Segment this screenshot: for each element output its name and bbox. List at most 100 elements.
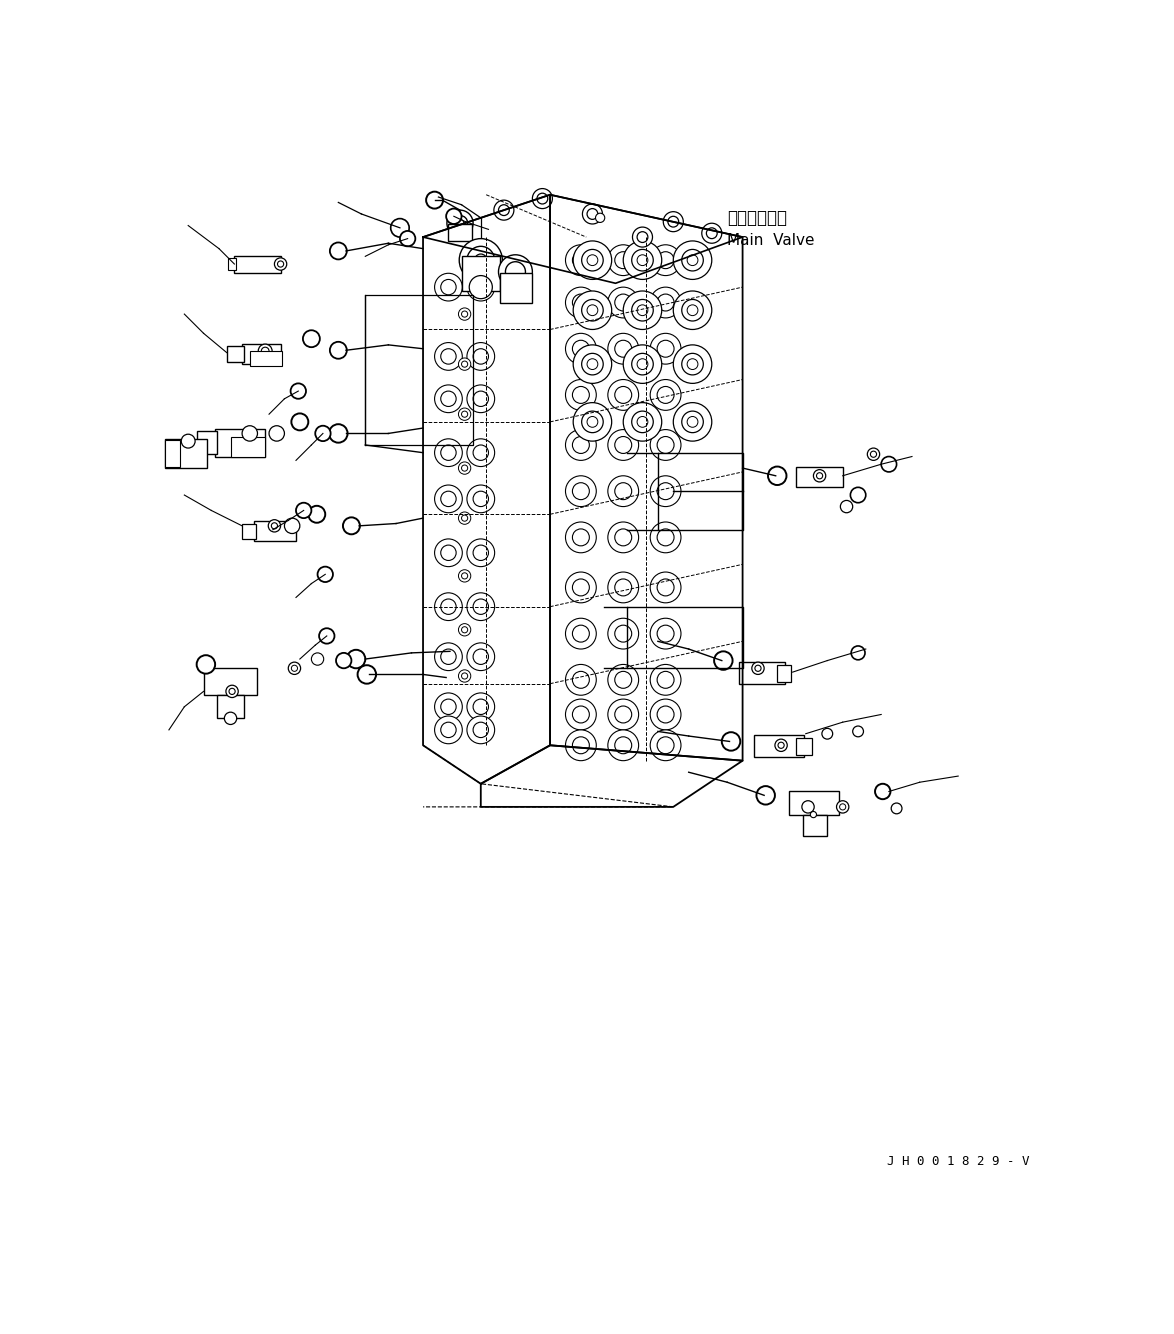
Circle shape (499, 204, 510, 216)
Circle shape (816, 472, 823, 479)
Circle shape (452, 216, 467, 231)
Circle shape (687, 255, 697, 265)
Circle shape (446, 208, 461, 224)
Bar (777, 666, 791, 682)
Circle shape (573, 387, 589, 403)
Circle shape (473, 279, 488, 295)
Circle shape (566, 476, 596, 507)
Circle shape (608, 476, 639, 507)
Circle shape (224, 712, 237, 724)
Circle shape (657, 293, 674, 311)
Circle shape (573, 340, 589, 358)
Circle shape (682, 299, 703, 321)
Circle shape (581, 411, 603, 432)
Circle shape (775, 739, 788, 751)
Circle shape (608, 618, 639, 650)
Circle shape (181, 434, 195, 448)
Circle shape (473, 391, 488, 407)
Circle shape (447, 211, 473, 236)
Bar (166, 440, 181, 467)
Circle shape (615, 579, 632, 596)
Circle shape (440, 279, 457, 295)
Circle shape (637, 359, 648, 370)
Circle shape (722, 732, 741, 751)
Circle shape (269, 520, 281, 532)
Circle shape (573, 403, 612, 442)
Circle shape (573, 346, 612, 383)
Circle shape (595, 213, 605, 223)
Circle shape (663, 212, 683, 232)
Circle shape (608, 664, 639, 695)
Circle shape (461, 627, 467, 632)
Circle shape (573, 293, 589, 311)
Bar (197, 431, 217, 454)
Circle shape (632, 249, 653, 271)
Circle shape (608, 522, 639, 552)
Circle shape (440, 546, 457, 560)
Circle shape (637, 305, 648, 316)
Circle shape (473, 491, 488, 507)
Bar (242, 344, 281, 364)
Circle shape (632, 354, 653, 375)
Circle shape (637, 416, 648, 427)
Circle shape (587, 255, 598, 265)
Circle shape (615, 528, 632, 546)
Circle shape (459, 462, 471, 475)
Bar (754, 735, 804, 756)
Circle shape (473, 722, 488, 738)
Circle shape (623, 403, 662, 442)
Circle shape (573, 252, 589, 268)
Circle shape (822, 728, 832, 739)
Bar (738, 662, 785, 684)
Circle shape (615, 436, 632, 454)
Circle shape (271, 523, 277, 528)
Circle shape (615, 252, 632, 268)
Circle shape (673, 403, 711, 442)
Bar (254, 522, 296, 542)
Circle shape (434, 439, 463, 467)
Circle shape (587, 208, 598, 219)
Circle shape (459, 512, 471, 524)
Bar (230, 438, 265, 456)
Circle shape (682, 354, 703, 375)
Circle shape (608, 699, 639, 730)
Circle shape (650, 244, 681, 276)
Circle shape (537, 193, 548, 204)
Circle shape (573, 579, 589, 596)
Circle shape (657, 528, 674, 546)
Circle shape (309, 506, 325, 523)
Circle shape (608, 334, 639, 364)
Circle shape (608, 430, 639, 460)
Circle shape (841, 500, 852, 512)
Circle shape (296, 503, 311, 518)
Circle shape (461, 466, 467, 471)
Circle shape (632, 299, 653, 321)
Circle shape (459, 623, 471, 636)
Bar (250, 351, 282, 367)
Bar (803, 815, 828, 836)
Circle shape (473, 348, 488, 364)
Circle shape (650, 522, 681, 552)
Circle shape (566, 522, 596, 552)
Circle shape (573, 241, 612, 279)
Circle shape (225, 686, 238, 698)
Circle shape (673, 241, 711, 279)
Circle shape (461, 515, 467, 522)
Circle shape (573, 436, 589, 454)
Circle shape (566, 572, 596, 603)
Circle shape (459, 308, 471, 320)
Circle shape (608, 572, 639, 603)
Circle shape (470, 276, 492, 299)
Circle shape (608, 287, 639, 317)
Circle shape (467, 439, 494, 467)
Circle shape (440, 491, 457, 507)
Circle shape (623, 346, 662, 383)
Circle shape (615, 671, 632, 688)
Circle shape (778, 742, 784, 748)
Circle shape (284, 518, 299, 534)
Circle shape (657, 340, 674, 358)
Bar (166, 439, 208, 468)
Circle shape (467, 247, 494, 273)
Circle shape (473, 650, 488, 664)
Circle shape (434, 486, 463, 512)
